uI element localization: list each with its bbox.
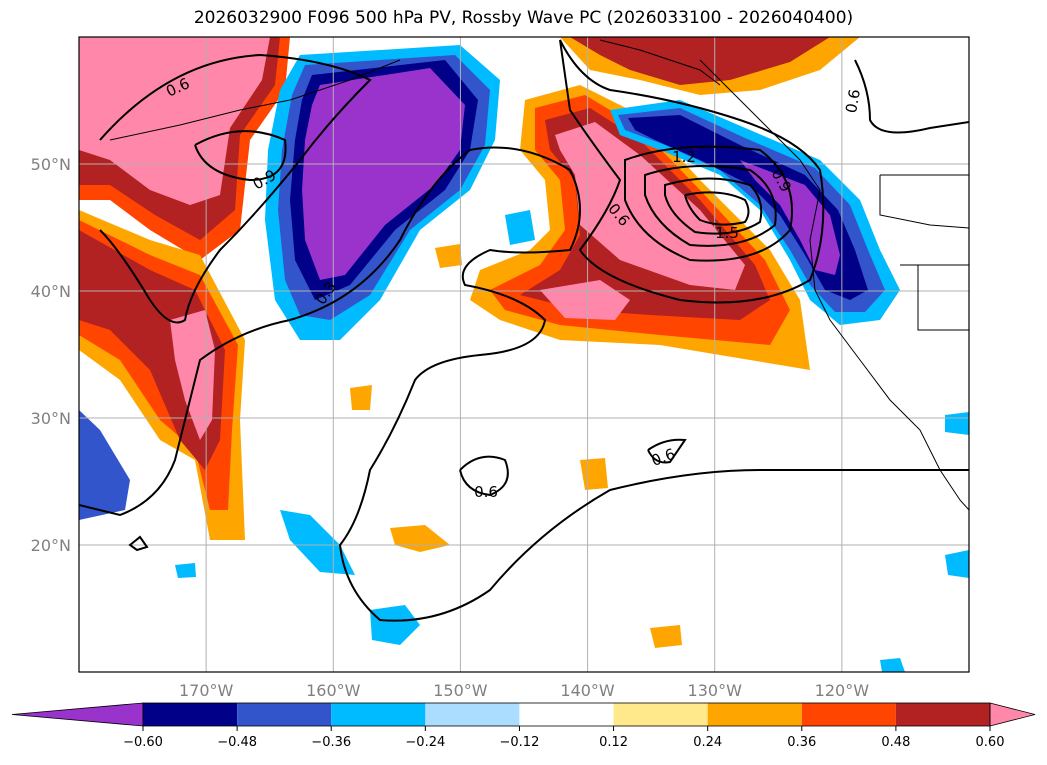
colorbar-tick-label: −0.60 <box>123 735 163 750</box>
colorbar-tick-label: 0.60 <box>976 735 1005 750</box>
colorbar-extend-min <box>11 702 144 727</box>
latitude-labels: 20°N 30°N 40°N 50°N <box>31 155 71 555</box>
colorbar-box <box>425 703 520 726</box>
colorbar-box <box>519 703 614 726</box>
lon-tick-label: 160°W <box>306 681 361 700</box>
colorbar-frame <box>142 702 991 727</box>
small-blob-1 <box>435 244 462 268</box>
map-frame <box>78 36 970 673</box>
contour-label: 1.2 <box>672 148 696 166</box>
colorbar-box <box>801 703 896 726</box>
pv-contours <box>79 39 969 622</box>
lon-tick-label: 170°W <box>179 681 234 700</box>
lat-tick-label: 50°N <box>31 155 71 174</box>
gridlines <box>79 37 969 672</box>
colorbar-tick-label: −0.12 <box>500 735 540 750</box>
lon-tick-label: 120°W <box>815 681 870 700</box>
coastlines <box>109 39 969 511</box>
colorbar: −0.60 −0.48 −0.36 −0.24 −0.12 0.12 0.24 0.36 0.4… <box>11 702 1036 750</box>
colorbar-tick-label: 0.48 <box>881 735 910 750</box>
colorbar-box <box>895 703 990 726</box>
contour-label: 1.5 <box>715 224 739 242</box>
lon-tick-label: 130°W <box>688 681 743 700</box>
colorbar-tick-label: −0.24 <box>405 735 445 750</box>
longitude-labels: 170°W 160°W 150°W 140°W 130°W 120°W <box>179 681 869 700</box>
colorbar-tick-label: 0.12 <box>599 735 628 750</box>
lat-tick-label: 30°N <box>31 409 71 428</box>
colorbar-box <box>237 703 332 726</box>
colorbar-box <box>331 703 426 726</box>
lon-tick-label: 150°W <box>433 681 488 700</box>
contour-label: 0.6 <box>474 483 498 501</box>
colorbar-tick-label: 0.36 <box>787 735 816 750</box>
lat-tick-label: 20°N <box>31 536 71 555</box>
colorbar-box <box>707 703 802 726</box>
colorbar-extend-max <box>989 702 1036 727</box>
colorbar-box <box>613 703 708 726</box>
colorbar-tick-label: −0.48 <box>217 735 257 750</box>
contour-label: 0.6 <box>842 88 864 115</box>
map-title: 2026032900 F096 500 hPa PV, Rossby Wave … <box>193 8 854 28</box>
colorbar-box <box>143 703 238 726</box>
colorbar-tick-label: −0.36 <box>311 735 351 750</box>
lat-tick-label: 40°N <box>31 282 71 301</box>
lon-tick-label: 140°W <box>560 681 615 700</box>
colorbar-tick-label: 0.24 <box>693 735 722 750</box>
